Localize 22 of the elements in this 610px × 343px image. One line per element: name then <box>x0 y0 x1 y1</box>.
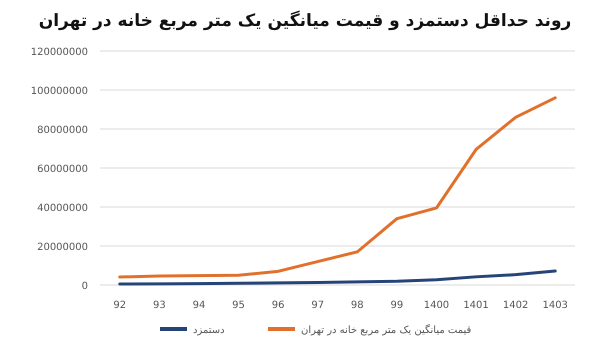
y-tick-label: 20000000 <box>37 242 88 253</box>
y-tick-label: 0 <box>82 281 88 292</box>
x-tick-label: 1401 <box>463 300 489 311</box>
x-tick-label: 98 <box>350 300 364 311</box>
x-tick-label: 99 <box>390 300 404 311</box>
legend-label: قیمت میانگین یک متر مربع خانه در تهران <box>301 324 472 336</box>
y-tick-label: 60000000 <box>37 164 88 175</box>
y-tick-label: 100000000 <box>30 86 88 97</box>
x-tick-label: 92 <box>113 300 126 311</box>
y-tick-label: 120000000 <box>30 47 88 58</box>
y-tick-label: 40000000 <box>37 203 88 214</box>
chart-title: روند حداقل دستمزد و قیمت میانگین یک متر مربع خانه در تهران <box>38 10 572 31</box>
x-tick-label: 1402 <box>502 300 528 311</box>
y-tick-label: 80000000 <box>37 125 88 136</box>
x-tick-label: 1400 <box>424 300 450 311</box>
x-tick-label: 96 <box>272 300 284 311</box>
x-tick-label: 93 <box>153 300 166 311</box>
x-tick-label: 95 <box>232 300 245 311</box>
x-tick-label: 94 <box>192 300 206 311</box>
x-tick-label: 1403 <box>542 300 568 311</box>
x-tick-label: 97 <box>311 300 324 311</box>
legend-label: دستمزد <box>193 325 225 336</box>
